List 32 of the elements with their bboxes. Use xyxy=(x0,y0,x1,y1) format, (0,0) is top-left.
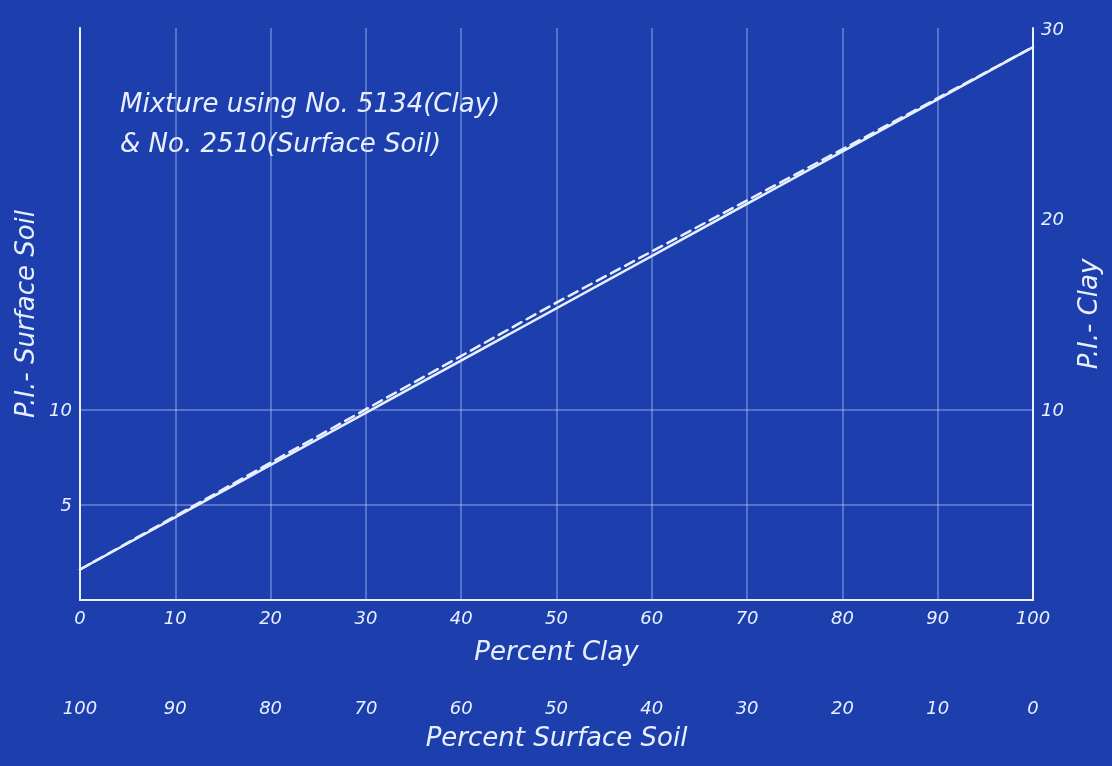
x-tick-label: 10 xyxy=(163,606,187,628)
x2-tick-label: 20 xyxy=(830,696,854,718)
x-tick-label: 40 xyxy=(449,606,473,628)
x-tick-label: 100 xyxy=(1015,606,1051,628)
y2-tick-label: 10 xyxy=(1041,398,1064,420)
y2-tick-label: 20 xyxy=(1041,208,1064,230)
x2-tick-label: 0 xyxy=(1027,696,1039,718)
x2-tick-label: 10 xyxy=(926,696,950,718)
y2-tick-label: 30 xyxy=(1041,17,1064,39)
x2-axis-title: Percent Surface Soil xyxy=(425,722,689,752)
x-tick-label: 30 xyxy=(354,606,378,628)
y2-axis-title: P.I.- Clay xyxy=(1073,258,1103,370)
x-tick-label: 70 xyxy=(735,606,759,628)
x-tick-label: 60 xyxy=(640,606,664,628)
x-tick-label: 0 xyxy=(74,606,86,628)
x-tick-label: 80 xyxy=(830,606,854,628)
annotation: & No. 2510(Surface Soil) xyxy=(120,128,442,158)
x2-tick-label: 50 xyxy=(545,696,568,718)
x2-tick-label: 70 xyxy=(354,696,378,718)
x-tick-label: 20 xyxy=(259,606,283,628)
x2-tick-label: 100 xyxy=(62,696,98,718)
y-tick-label: 5 xyxy=(60,494,72,516)
x-tick-label: 90 xyxy=(926,606,950,628)
x-axis-title: Percent Clay xyxy=(474,636,640,666)
x2-tick-label: 90 xyxy=(163,696,187,718)
x2-tick-label: 40 xyxy=(640,696,664,718)
y-axis-title: P.I.- Surface Soil xyxy=(10,209,41,419)
annotation: Mixture using No. 5134(Clay) xyxy=(120,88,501,118)
x-tick-label: 50 xyxy=(545,606,568,628)
x2-tick-label: 80 xyxy=(259,696,283,718)
x2-tick-label: 60 xyxy=(449,696,473,718)
x2-tick-label: 30 xyxy=(735,696,759,718)
